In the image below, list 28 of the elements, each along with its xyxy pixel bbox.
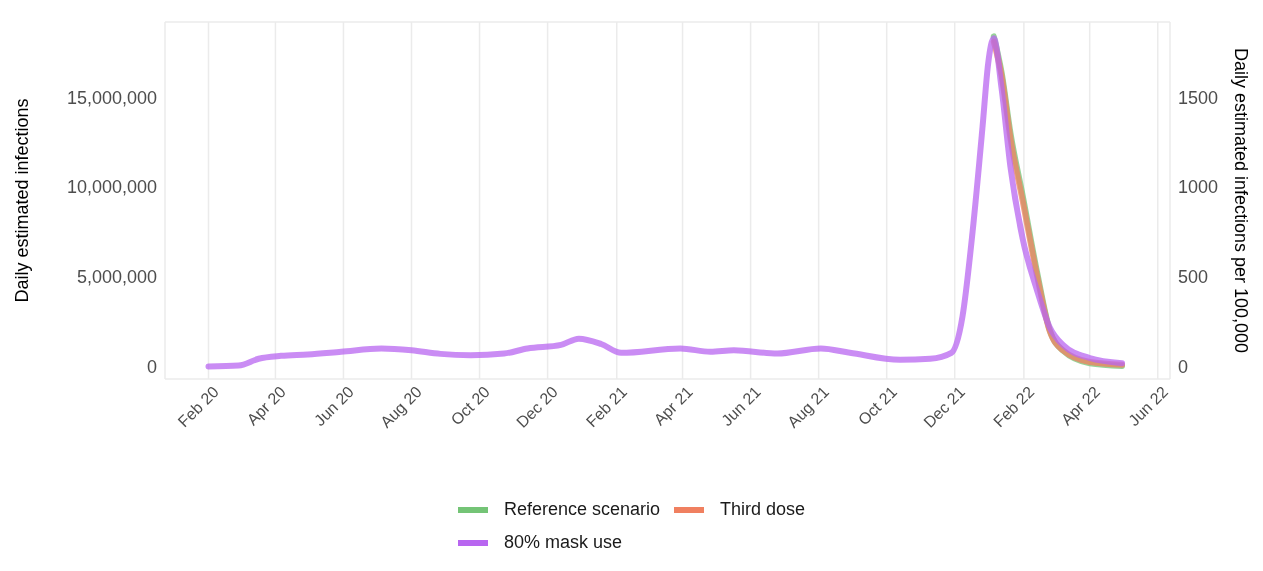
y2-tick-label: 1500 [1178,87,1219,108]
y2-tick-label: 0 [1178,356,1189,377]
x-tick-label: Jun 21 [718,383,765,430]
legend-label: Third dose [720,499,806,520]
x-tick-label: Jun 22 [1125,383,1172,430]
y2-tick-label: 1000 [1178,177,1219,198]
y2-axis-title: Daily estimated infections per 100,000 [1230,47,1251,354]
x-tick-label: Jun 20 [310,383,357,430]
x-tick-label: Feb 22 [990,383,1038,431]
legend-label: 80% mask use [503,532,622,553]
y-tick-label: 5,000,000 [76,267,157,288]
x-tick-label: Dec 21 [920,383,969,431]
legend-label: Reference scenario [503,499,661,520]
x-tick-label: Apr 22 [1057,383,1104,429]
x-tick-label: Aug 21 [784,383,833,431]
x-tick-label: Apr 21 [650,383,697,429]
x-tick-label: Dec 20 [513,383,562,431]
x-tick-label: Feb 21 [582,383,631,431]
x-tick-label: Oct 20 [447,383,494,429]
y-tick-label: 0 [146,356,157,377]
x-tick-label: Aug 20 [377,383,426,431]
x-tick-label: Feb 20 [174,383,223,431]
x-tick-label: Oct 21 [854,383,901,429]
y-tick-label: 15,000,000 [66,87,157,108]
y2-tick-label: 500 [1178,267,1209,288]
y-axis-title: Daily estimated infections [12,98,33,303]
x-tick-label: Apr 20 [243,383,289,429]
y-tick-label: 10,000,000 [66,177,157,198]
